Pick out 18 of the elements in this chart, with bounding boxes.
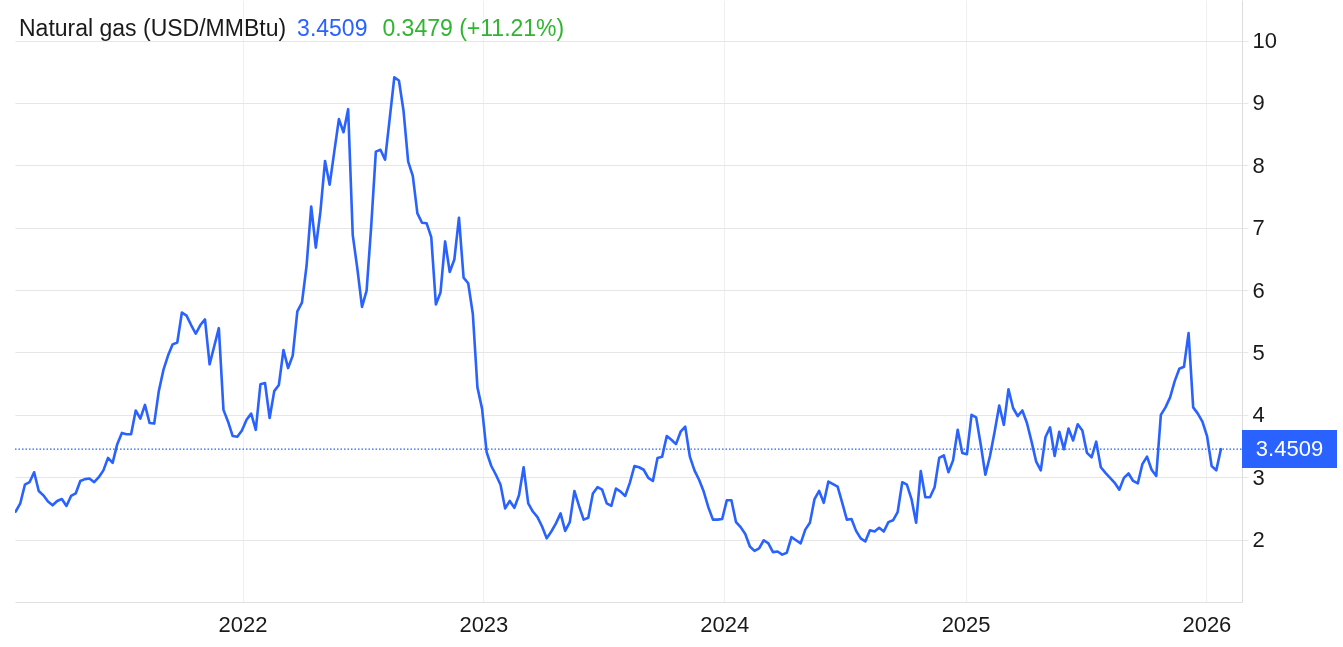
x-tick-label: 2023 [459,611,509,637]
y-tick-label: 3 [1252,464,1265,490]
y-tick-label: 10 [1252,28,1277,54]
y-tick-label: 9 [1252,90,1265,116]
y-tick-label: 4 [1252,402,1265,428]
x-tick-label: 2024 [700,611,750,637]
x-tick-label: 2026 [1182,611,1232,637]
y-tick-label: 7 [1252,215,1265,241]
annotation: 3.4509 [297,15,368,41]
x-tick-label: 2022 [218,611,268,637]
ref-line-label: 3.4509 [1255,436,1324,462]
y-tick-label: 5 [1252,339,1265,365]
y-tick-label: 6 [1252,277,1265,303]
y-tick-label: 8 [1252,152,1265,178]
text: Natural gas (USD/MMBtu) [19,15,287,41]
x-tick-label: 2025 [941,611,991,637]
annotation: 0.3479 (+11.21%) [382,15,565,41]
y-tick-label: 2 [1252,527,1265,553]
